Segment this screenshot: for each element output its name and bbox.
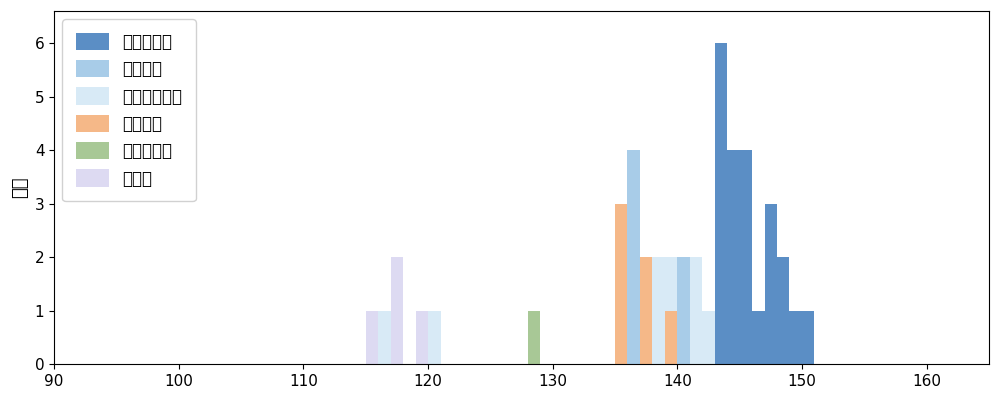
Bar <box>740 150 752 364</box>
Legend: ストレート, シュート, カットボール, フォーク, スライダー, カーブ: ストレート, シュート, カットボール, フォーク, スライダー, カーブ <box>62 20 196 201</box>
Bar <box>428 311 441 364</box>
Bar <box>777 257 789 364</box>
Bar <box>640 257 652 364</box>
Bar <box>690 257 702 364</box>
Bar <box>702 311 715 364</box>
Bar <box>752 311 765 364</box>
Bar <box>690 311 702 364</box>
Bar <box>652 257 665 364</box>
Bar <box>615 204 627 364</box>
Bar <box>665 257 677 364</box>
Bar <box>627 150 640 364</box>
Bar <box>715 43 727 364</box>
Bar <box>665 257 677 364</box>
Bar <box>727 150 740 364</box>
Bar <box>802 311 814 364</box>
Bar <box>366 311 378 364</box>
Bar <box>378 311 391 364</box>
Bar <box>789 311 802 364</box>
Y-axis label: 球数: 球数 <box>11 177 29 198</box>
Bar <box>416 311 428 364</box>
Bar <box>677 257 690 364</box>
Bar <box>665 311 677 364</box>
Bar <box>391 257 403 364</box>
Bar <box>528 311 540 364</box>
Bar <box>702 311 715 364</box>
Bar <box>765 204 777 364</box>
